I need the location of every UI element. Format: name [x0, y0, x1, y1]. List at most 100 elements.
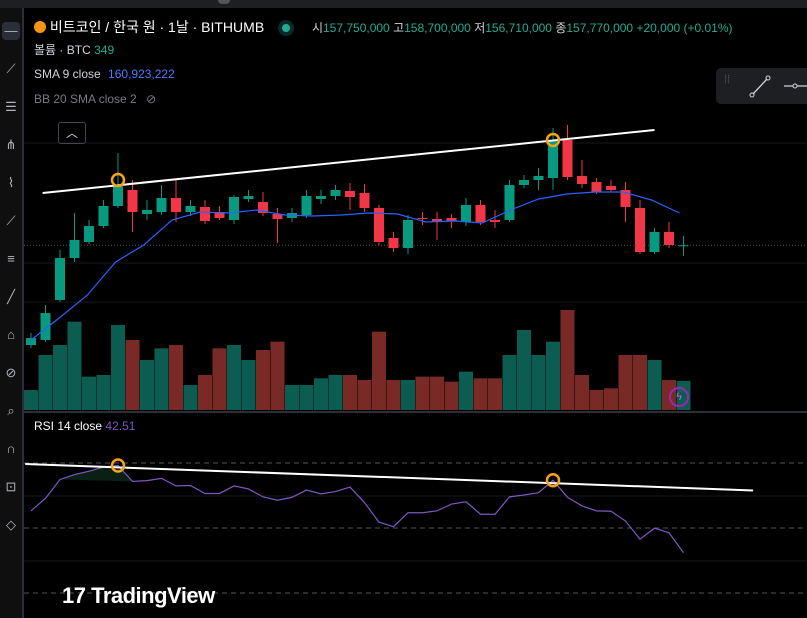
- volume-bar: [154, 348, 169, 410]
- volume-bar: [256, 350, 270, 410]
- volume-bar: [96, 375, 111, 410]
- candle: [533, 168, 544, 190]
- candle-body: [200, 207, 210, 221]
- resize-handle[interactable]: [218, 0, 230, 4]
- prediction-icon[interactable]: ╱: [7, 289, 15, 304]
- volume-bar: [459, 371, 473, 410]
- candle-body: [504, 185, 515, 220]
- candle: [432, 212, 442, 240]
- drag-handle-icon[interactable]: ⁞⁞: [724, 74, 731, 86]
- bb-legend[interactable]: BB 20 SMA close 2 ⊘: [34, 92, 156, 106]
- candle-body: [214, 212, 225, 218]
- candle-body: [475, 205, 486, 222]
- candle: [40, 305, 51, 342]
- candle-body: [519, 180, 529, 185]
- tv-logo-mark: 17: [62, 583, 92, 608]
- floating-drawing-toolbar: ⁞⁞: [716, 68, 807, 104]
- candle: [345, 183, 355, 210]
- lightning-alert-icon[interactable]: ϟ: [669, 387, 689, 407]
- candle: [258, 192, 268, 216]
- candle-body: [84, 226, 94, 242]
- bb-label: BB 20 SMA close 2: [34, 92, 137, 106]
- hidden-eye-icon[interactable]: ⊘: [146, 92, 157, 106]
- candle-body: [562, 140, 573, 177]
- rsi-label: RSI 14 close: [34, 419, 103, 433]
- candle-body: [432, 219, 442, 222]
- volume-bar: [24, 390, 38, 410]
- volume-bar: [517, 330, 531, 410]
- chart-canvas[interactable]: [24, 8, 807, 618]
- market-status-icon[interactable]: [282, 24, 291, 32]
- low-label: 저: [474, 21, 486, 35]
- zoom-icon[interactable]: ⊘: [5, 365, 17, 380]
- volume-bar: [53, 345, 67, 410]
- candle: [316, 190, 326, 204]
- pivot-marker-price: [545, 132, 561, 148]
- low-value: 156,710,000: [485, 21, 552, 35]
- candle-body: [664, 232, 674, 245]
- volume-bar: [140, 360, 154, 410]
- candle-body: [649, 232, 660, 252]
- magnet-icon[interactable]: ⌕: [7, 403, 15, 418]
- measure-icon[interactable]: ⌂: [7, 327, 15, 342]
- pattern-icon[interactable]: ≡: [7, 251, 15, 266]
- candle: [591, 178, 602, 194]
- bitcoin-icon: [34, 21, 46, 33]
- candle-body: [243, 196, 254, 199]
- volume-bar: [111, 325, 125, 410]
- trend-line-price: [42, 129, 655, 194]
- candle-body: [316, 196, 326, 199]
- trend-line-rsi: [25, 463, 754, 492]
- candle: [156, 185, 167, 215]
- rsi-line: [30, 464, 684, 554]
- candle: [678, 236, 689, 256]
- brush-icon[interactable]: ⌇: [7, 175, 15, 190]
- volume-bar: [169, 345, 183, 410]
- candle-body: [98, 206, 109, 226]
- candle-body: [417, 218, 428, 219]
- candle-body: [69, 240, 80, 258]
- volume-value: 349: [94, 43, 115, 57]
- candle: [98, 200, 109, 228]
- trash-icon[interactable]: ◇: [6, 517, 16, 532]
- candle-body: [678, 245, 689, 247]
- eye-icon[interactable]: ⊡: [5, 479, 17, 494]
- sma-legend[interactable]: SMA 9 close 160,923,222: [34, 67, 175, 81]
- pivot-marker-rsi: [110, 458, 126, 473]
- candle-body: [156, 198, 167, 212]
- candle-body: [26, 338, 36, 345]
- candle: [562, 125, 573, 180]
- chart-area[interactable]: 비트코인 / 한국 원 · 1날 · BITHUMB 시157,750,000 …: [24, 8, 807, 618]
- volume-legend[interactable]: 볼륨 · BTC 349: [34, 41, 114, 58]
- volume-bar: [386, 380, 401, 410]
- candle-body: [301, 196, 312, 215]
- horizontal-ray-tool-icon[interactable]: [784, 83, 807, 89]
- volume-bar: [444, 381, 459, 410]
- candle: [519, 175, 529, 188]
- volume-bar: [125, 340, 140, 410]
- crosshair-icon[interactable]: —: [2, 22, 20, 40]
- open-value: 157,750,000: [323, 21, 390, 35]
- symbol-title[interactable]: 비트코인 / 한국 원 · 1날 · BITHUMB: [49, 19, 265, 35]
- volume-bar: [560, 310, 575, 410]
- text-icon[interactable]: ⟋: [6, 213, 16, 228]
- candle: [374, 205, 384, 245]
- lock-icon[interactable]: ∩: [6, 441, 16, 456]
- candle: [26, 333, 36, 348]
- trend-line-icon[interactable]: ⟋: [6, 61, 16, 76]
- rsi-legend[interactable]: RSI 14 close 42.51: [34, 419, 135, 433]
- pitchfork-icon[interactable]: ⋔: [5, 137, 17, 152]
- sma-value: 160,923,222: [108, 67, 175, 81]
- close-label: 종: [555, 21, 567, 35]
- volume-bar: [575, 375, 589, 410]
- candle-body: [388, 238, 399, 248]
- volume-bar: [618, 355, 633, 410]
- fib-icon[interactable]: ☰: [5, 99, 17, 114]
- tradingview-logo[interactable]: 17 TradingView: [62, 583, 215, 609]
- collapse-legend-button[interactable]: ︿: [58, 122, 86, 144]
- volume-bar: [415, 376, 430, 410]
- candle-body: [142, 210, 152, 214]
- candle: [330, 185, 341, 200]
- trend-line-tool-icon[interactable]: [749, 75, 771, 98]
- candle-body: [345, 191, 355, 197]
